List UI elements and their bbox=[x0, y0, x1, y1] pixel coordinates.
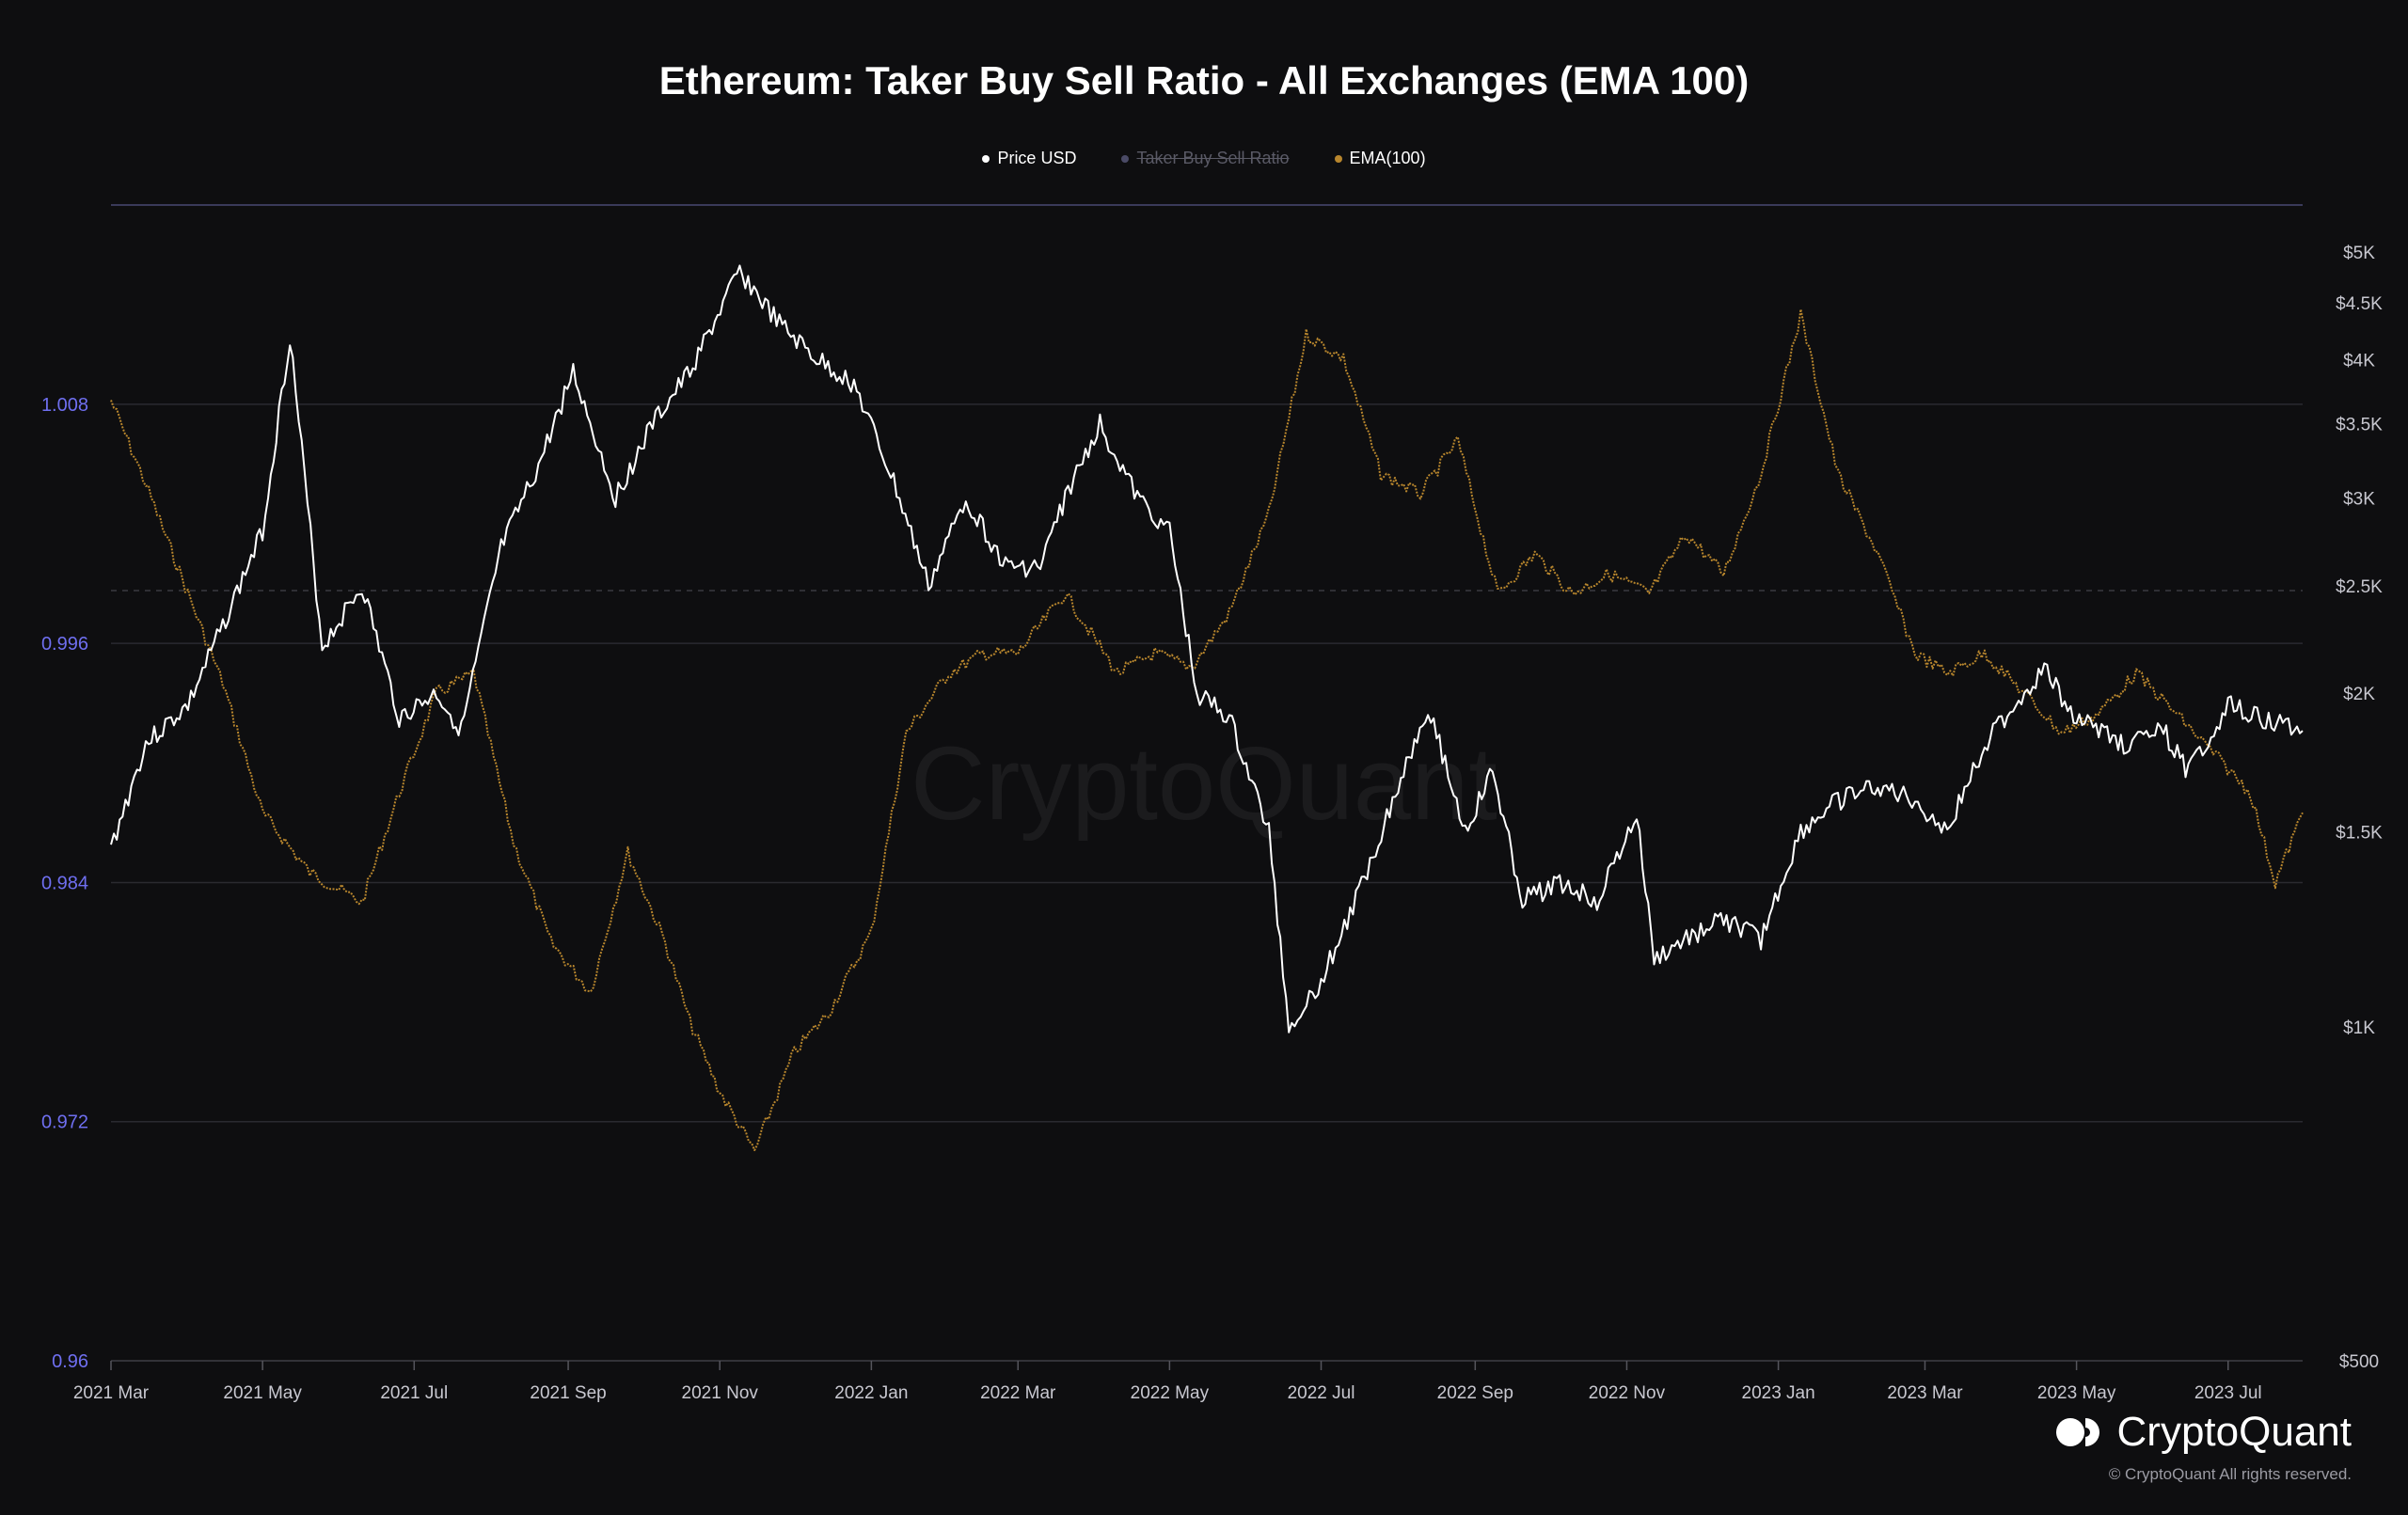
copyright: © CryptoQuant All rights reserved. bbox=[2108, 1465, 2352, 1483]
x-axis-tick-label: 2021 Jul bbox=[380, 1383, 448, 1403]
legend-label-ema: EMA(100) bbox=[1349, 149, 1426, 167]
x-axis-tick-label: 2023 Mar bbox=[1887, 1383, 1963, 1403]
x-axis-tick-label: 2021 Nov bbox=[682, 1383, 759, 1403]
right-axis-tick-label: $500 bbox=[2339, 1352, 2379, 1372]
legend-item-price[interactable]: Price USD bbox=[982, 149, 1076, 168]
x-axis-tick-label: 2022 Nov bbox=[1589, 1383, 1666, 1403]
x-axis-tick-label: 2021 Sep bbox=[530, 1383, 606, 1403]
legend-item-ema[interactable]: EMA(100) bbox=[1334, 149, 1426, 168]
legend-dot-price-icon bbox=[982, 154, 990, 163]
legend-label-price: Price USD bbox=[997, 149, 1077, 167]
chart-title: Ethereum: Taker Buy Sell Ratio - All Exc… bbox=[658, 58, 1750, 103]
x-axis-tick-label: 2023 Jan bbox=[1742, 1383, 1815, 1403]
legend-dot-ema-icon bbox=[1334, 154, 1342, 163]
x-axis-tick-label: 2023 May bbox=[2037, 1383, 2116, 1403]
series-line-ema bbox=[110, 308, 2304, 1152]
x-axis-tick-label: 2022 Jan bbox=[834, 1383, 908, 1403]
x-axis-tick-label: 2022 May bbox=[1131, 1383, 1210, 1403]
legend: Price USD Taker Buy Sell Ratio EMA(100) bbox=[0, 149, 2408, 168]
right-axis-tick-label: $4.5K bbox=[2336, 294, 2383, 314]
right-axis-tick-label: $5K bbox=[2343, 244, 2375, 263]
right-axis-tick-label: $3K bbox=[2343, 490, 2375, 510]
right-axis-tick-label: $3.5K bbox=[2336, 416, 2383, 435]
legend-item-ratio[interactable]: Taker Buy Sell Ratio bbox=[1121, 149, 1290, 168]
right-axis-tick-label: $1.5K bbox=[2336, 823, 2383, 843]
right-axis-tick-label: $2K bbox=[2343, 685, 2375, 704]
left-axis-tick-label: 1.008 bbox=[41, 395, 88, 416]
x-axis-tick-label: 2022 Mar bbox=[980, 1383, 1056, 1403]
series-line-price bbox=[110, 264, 2304, 1034]
right-axis-tick-label: $4K bbox=[2343, 351, 2375, 371]
cryptoquant-logo-icon bbox=[2055, 1418, 2099, 1446]
legend-dot-ratio-icon bbox=[1121, 154, 1130, 163]
right-axis-tick-label: $2.5K bbox=[2336, 577, 2383, 597]
left-axis-tick-label: 0.972 bbox=[41, 1113, 88, 1133]
left-axis-tick-label: 0.996 bbox=[41, 634, 88, 655]
left-axis-tick-label: 0.984 bbox=[41, 873, 88, 893]
legend-label-ratio: Taker Buy Sell Ratio bbox=[1136, 149, 1290, 167]
brand-logo: CryptoQuant bbox=[2055, 1409, 2352, 1456]
left-axis-tick-label: 0.96 bbox=[52, 1351, 88, 1372]
x-axis-tick-label: 2021 Mar bbox=[73, 1383, 150, 1403]
x-axis-tick-label: 2022 Jul bbox=[1288, 1383, 1355, 1403]
right-axis-tick-label: $1K bbox=[2343, 1018, 2375, 1038]
x-axis-tick-label: 2021 May bbox=[223, 1383, 302, 1403]
x-axis-tick-label: 2023 Jul bbox=[2194, 1383, 2262, 1403]
x-axis-tick-label: 2022 Sep bbox=[1437, 1383, 1513, 1403]
brand-name: CryptoQuant bbox=[2116, 1409, 2352, 1455]
